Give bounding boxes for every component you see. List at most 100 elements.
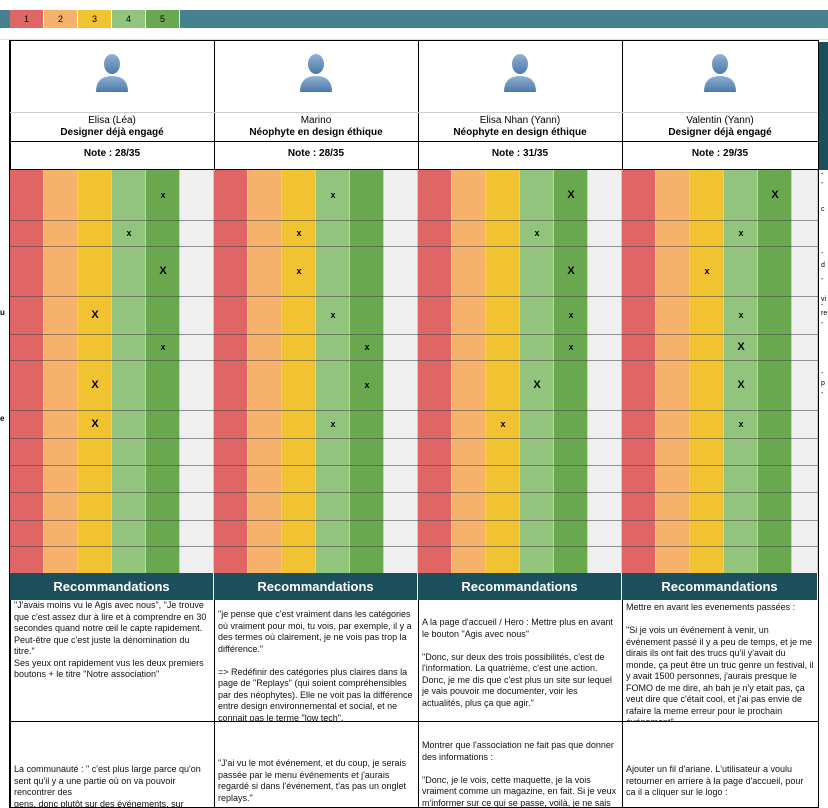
- rating-column: [214, 170, 248, 573]
- recommendation-text: Ajouter un fil d'ariane. L'utilisateur a…: [626, 764, 806, 797]
- row-line: [10, 334, 214, 335]
- right-fragment: -: [821, 390, 824, 397]
- right-fragment: -: [821, 250, 824, 257]
- rating-mark: X: [91, 379, 99, 391]
- row-line: [418, 220, 622, 221]
- rating-column: [690, 170, 724, 573]
- recommendation-text: "J'ai vu le mot événement, et du coup, j…: [218, 758, 409, 803]
- row-line: [622, 220, 818, 221]
- rating-mark: x: [500, 419, 506, 429]
- row-line: [10, 220, 214, 221]
- rating-column: [44, 170, 78, 573]
- rating-mark: X: [533, 379, 541, 391]
- legend-cell: 1: [10, 10, 44, 28]
- avatar: [702, 52, 738, 92]
- recommendation-text: "J'avais moins vu le Agis avec nous", "J…: [14, 600, 207, 679]
- right-fragment: -: [821, 302, 824, 309]
- name-row: [622, 112, 818, 142]
- rec-line: [10, 721, 214, 722]
- right-fragment: p: [821, 380, 825, 387]
- avatar: [94, 52, 130, 92]
- left-fragment: u: [0, 308, 5, 317]
- legend-cell: 3: [78, 10, 112, 28]
- legend-cell: 5: [146, 10, 180, 28]
- person-role: Néophyte en design éthique: [453, 127, 587, 138]
- rating-mark: x: [738, 228, 744, 238]
- name-row: [418, 112, 622, 142]
- person-name: Valentin (Yann): [686, 115, 754, 126]
- person-name: Elisa (Léa): [88, 115, 136, 126]
- row-line: [418, 546, 622, 547]
- row-line: [10, 246, 214, 247]
- right-fragment: -: [821, 276, 824, 283]
- row-line: [214, 520, 418, 521]
- left-fragment: e: [0, 414, 5, 423]
- rating-column: [78, 170, 112, 573]
- row-line: [418, 410, 622, 411]
- row-line: [214, 246, 418, 247]
- rating-mark: x: [568, 342, 574, 352]
- right-strip: [818, 40, 828, 808]
- rating-column: [350, 170, 384, 573]
- row-line: [622, 334, 818, 335]
- rating-column: [384, 170, 418, 573]
- rating-column: [792, 170, 818, 573]
- rating-mark: x: [568, 310, 574, 320]
- row-line: [622, 465, 818, 466]
- rating-column: [10, 170, 44, 573]
- note-border: [214, 169, 418, 170]
- note-border: [622, 169, 818, 170]
- right-fragment: -: [821, 180, 824, 187]
- row-line: [418, 296, 622, 297]
- rating-column: [282, 170, 316, 573]
- row-line: [418, 465, 622, 466]
- rating-mark: X: [771, 189, 779, 201]
- row-line: [622, 296, 818, 297]
- row-line: [622, 246, 818, 247]
- rating-mark: X: [91, 418, 99, 430]
- row-line: [10, 546, 214, 547]
- rating-column: [146, 170, 180, 573]
- recommendation-text: La communauté : " c'est plus large parce…: [14, 764, 201, 808]
- row-line: [10, 438, 214, 439]
- rating-mark: x: [126, 228, 132, 238]
- rating-column: [554, 170, 588, 573]
- rating-mark: x: [704, 266, 710, 276]
- row-line: [622, 410, 818, 411]
- rating-column: [724, 170, 758, 573]
- row-line: [418, 360, 622, 361]
- rating-mark: x: [738, 419, 744, 429]
- header-bar: [0, 10, 828, 28]
- rating-mark: X: [159, 265, 167, 277]
- recommendation-text: Montrer que l'association ne fait pas qu…: [422, 740, 617, 808]
- right-fragment: c: [821, 206, 825, 213]
- row-line: [214, 334, 418, 335]
- rating-column: [656, 170, 690, 573]
- row-line: [10, 465, 214, 466]
- rating-mark: X: [567, 265, 575, 277]
- row-line: [214, 438, 418, 439]
- name-row: [214, 112, 418, 142]
- rating-mark: X: [737, 341, 745, 353]
- rating-column: [248, 170, 282, 573]
- rating-column: [316, 170, 350, 573]
- rating-mark: x: [364, 380, 370, 390]
- row-line: [214, 410, 418, 411]
- rating-mark: X: [91, 309, 99, 321]
- row-line: [214, 360, 418, 361]
- rec-line: [418, 721, 622, 722]
- recommendation-text: A la page d'accueil / Hero : Mettre plus…: [422, 617, 613, 708]
- row-line: [418, 520, 622, 521]
- person-note: Note : 28/35: [287, 148, 345, 159]
- rating-mark: x: [160, 342, 166, 352]
- rating-column: [418, 170, 452, 573]
- right-fragment: re: [821, 310, 828, 317]
- row-line: [418, 334, 622, 335]
- recommendation-text: "je pense que c'est vraiment dans les ca…: [218, 609, 413, 721]
- rec-line: [622, 721, 818, 722]
- gridline-row: [0, 28, 828, 40]
- row-line: [418, 246, 622, 247]
- person-note: Note : 31/35: [491, 148, 549, 159]
- recommendations-header: Recommandations: [214, 573, 418, 600]
